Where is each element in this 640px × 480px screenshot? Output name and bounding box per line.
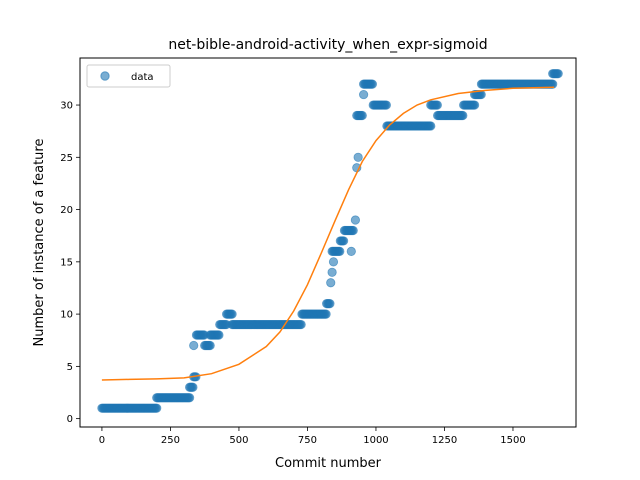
y-axis-label: Number of instance of a feature: [32, 139, 47, 347]
x-tick-label: 250: [161, 435, 180, 446]
y-tick-label: 0: [67, 414, 73, 425]
data-point: [353, 152, 363, 162]
x-tick-label: 1000: [363, 435, 388, 446]
data-point: [553, 69, 563, 79]
data-point: [321, 309, 331, 319]
data-point: [326, 278, 336, 288]
data-point: [185, 393, 195, 403]
x-axis-label: Commit number: [275, 456, 382, 471]
y-tick-label: 10: [60, 310, 73, 321]
data-point: [381, 100, 391, 110]
scatter-points: [97, 69, 563, 413]
data-point: [227, 309, 237, 319]
data-point: [346, 246, 356, 256]
data-point: [350, 215, 361, 225]
legend-box: [86, 64, 171, 88]
data-point: [188, 382, 198, 392]
y-tick-label: 15: [60, 257, 73, 268]
data-point: [325, 299, 335, 309]
data-point: [205, 340, 215, 351]
y-tick-label: 25: [60, 153, 73, 164]
y-tick-label: 20: [60, 205, 73, 216]
x-axis-ticks: 0 250 500 750 1000 1250 1500: [99, 427, 526, 446]
data-point: [214, 330, 224, 340]
fit-line: [101, 86, 555, 381]
data-point: [359, 89, 369, 100]
y-tick-label: 5: [67, 362, 73, 373]
y-tick-label: 30: [60, 101, 73, 112]
data-point: [426, 121, 436, 131]
data-point: [432, 100, 442, 110]
x-tick-label: 1250: [432, 435, 457, 446]
legend: data: [86, 64, 171, 88]
plot-frame: [79, 57, 577, 428]
data-point: [339, 236, 349, 246]
y-axis-ticks: 0 5 10 15 20 25 30: [60, 101, 80, 425]
data-point: [328, 257, 339, 267]
data-point: [470, 100, 480, 110]
data-point: [458, 110, 468, 121]
data-point: [335, 246, 345, 256]
data-point: [189, 340, 199, 351]
legend-marker-data: [100, 71, 110, 81]
data-point: [548, 79, 558, 89]
data-point: [357, 110, 367, 121]
data-point: [296, 319, 306, 330]
data-point: [152, 403, 162, 413]
x-tick-label: 750: [298, 435, 317, 446]
data-point: [327, 267, 337, 277]
fit-line-layer: [101, 86, 555, 381]
x-tick-label: 0: [99, 435, 105, 446]
data-point: [348, 225, 358, 236]
chart-title: net-bible-android-activity_when_expr-sig…: [168, 37, 487, 53]
x-tick-label: 1500: [500, 435, 525, 446]
x-tick-label: 500: [229, 435, 248, 446]
legend-label-data: data: [131, 72, 154, 83]
data-point: [367, 79, 377, 89]
